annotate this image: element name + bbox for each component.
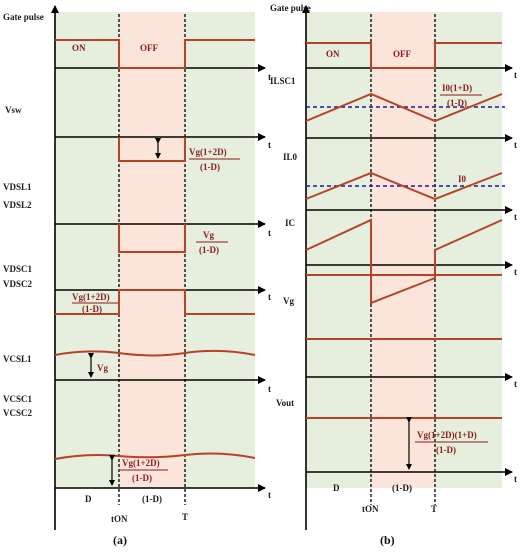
panel-b-ton-label: tON <box>362 504 379 514</box>
panel-b-t-5: t <box>514 379 517 389</box>
panel-b-il0-waveform <box>305 171 503 201</box>
panel-a-vdsc-frac-num: Vg(1+2D) <box>72 292 110 302</box>
panel-b-d-label: D <box>333 483 340 493</box>
panel-b-ilsc-waveform <box>305 92 503 123</box>
panel-b-vg-label: Vg <box>283 296 294 306</box>
panel-a-ton-label: tON <box>111 514 128 524</box>
panel-a-T-label: T <box>182 512 188 522</box>
panel-a-vdsl-waveform <box>118 224 186 253</box>
panel-b-ilsc-frac-num: I0(1+D) <box>442 83 472 93</box>
panel-a-vcsl-waveform <box>54 349 256 357</box>
panel-a-vsw-frac-num: Vg(1+2D) <box>189 147 227 157</box>
panel-a-vcsc-frac-den: (1-D) <box>132 473 152 483</box>
panel-a-vcsc2-label: VCSC2 <box>3 408 33 418</box>
panel-a-vsw-waveform <box>118 137 186 162</box>
panel-a-vdsl-frac-num: Vg <box>203 230 214 240</box>
panel-b-ilsc-frac-den: (1-D) <box>447 98 467 108</box>
panel-a-vdsc2-label: VDSC2 <box>3 279 33 289</box>
panel-b-t-2: t <box>514 140 517 150</box>
panel-a-t-2: t <box>268 140 271 150</box>
panel-a-vcsl-val: Vg <box>97 363 108 373</box>
panel-a-gate-label: Gate pulse <box>3 12 44 22</box>
panel-a-vdsl2-label: VDSL2 <box>3 200 32 210</box>
panel-a-vdsc-waveform <box>55 289 255 315</box>
panel-b-caption: (b) <box>380 533 395 547</box>
panel-a-vcsc-frac-num: Vg(1+2D) <box>122 458 160 468</box>
panel-a-t-3: t <box>268 228 271 238</box>
panel-a-vdsc-frac-den: (1-D) <box>82 304 102 314</box>
panel-b-off-label: OFF <box>393 49 411 59</box>
panel-b-i0-label: I0 <box>458 174 467 184</box>
panel-a-on-label: ON <box>72 43 86 53</box>
panel-b-vout-frac-num: Vg(1+2D)(1+D) <box>417 430 477 440</box>
panel-b-il0-label: IL0 <box>283 152 298 162</box>
panel-a-1d-label: (1-D) <box>142 494 162 504</box>
panel-b-vout-label: Vout <box>276 398 294 408</box>
panel-b-t-1: t <box>514 70 517 80</box>
panel-a-vcsc1-label: VCSC1 <box>3 394 33 404</box>
panel-a-vdsc1-label: VDSC1 <box>3 264 33 274</box>
panel-b-gate-waveform <box>306 42 502 69</box>
panel-b-T-label: T <box>431 504 437 514</box>
panel-a-gate-waveform <box>55 39 255 69</box>
panel-a-vsw-label: Vsw <box>5 105 22 115</box>
panel-a-t-5: t <box>268 384 271 394</box>
panel-a-vcsc-waveform <box>54 452 256 460</box>
panel-a-vcsl1-label: VCSL1 <box>3 354 32 364</box>
panel-b-gate-label: Gate pulse <box>270 3 311 13</box>
panel-a-caption: (a) <box>113 533 127 547</box>
panel-b: Gate pulse ON OFF t t t t t t ILSC1 I0(1… <box>270 3 517 547</box>
panel-a: Gate pulse ON OFF t t t t t t Vsw Vg(1+2… <box>3 5 271 547</box>
panel-a-vdsl-frac-den: (1-D) <box>199 245 219 255</box>
panel-b-t-4: t <box>514 267 517 277</box>
panel-b-off-region <box>371 12 435 488</box>
panel-a-off-region <box>119 12 185 488</box>
panel-b-on-label: ON <box>326 49 340 59</box>
panel-b-t-3: t <box>514 212 517 222</box>
panel-b-ilsc1-label: ILSC1 <box>270 76 296 86</box>
panel-b-on-region <box>306 12 371 488</box>
panel-b-t-6: t <box>514 474 517 484</box>
panel-a-t-4: t <box>268 292 271 302</box>
panel-a-t-6: t <box>268 490 271 500</box>
panel-a-on-region <box>55 12 119 488</box>
panel-a-off-label: OFF <box>140 43 158 53</box>
panel-a-t-1: t <box>268 72 271 82</box>
panel-b-ic-waveform <box>305 218 503 305</box>
panel-b-vout-frac-den: (1-D) <box>436 445 456 455</box>
panel-b-on-region-2 <box>435 12 502 488</box>
panel-b-1d-label: (1-D) <box>392 483 412 493</box>
panel-a-d-label: D <box>85 494 92 504</box>
panel-a-on-region-2 <box>185 12 255 488</box>
panel-a-vsw-frac-den: (1-D) <box>200 162 220 172</box>
panel-a-vdsl1-label: VDSL1 <box>3 182 32 192</box>
panel-b-ic-label: IC <box>285 218 295 228</box>
